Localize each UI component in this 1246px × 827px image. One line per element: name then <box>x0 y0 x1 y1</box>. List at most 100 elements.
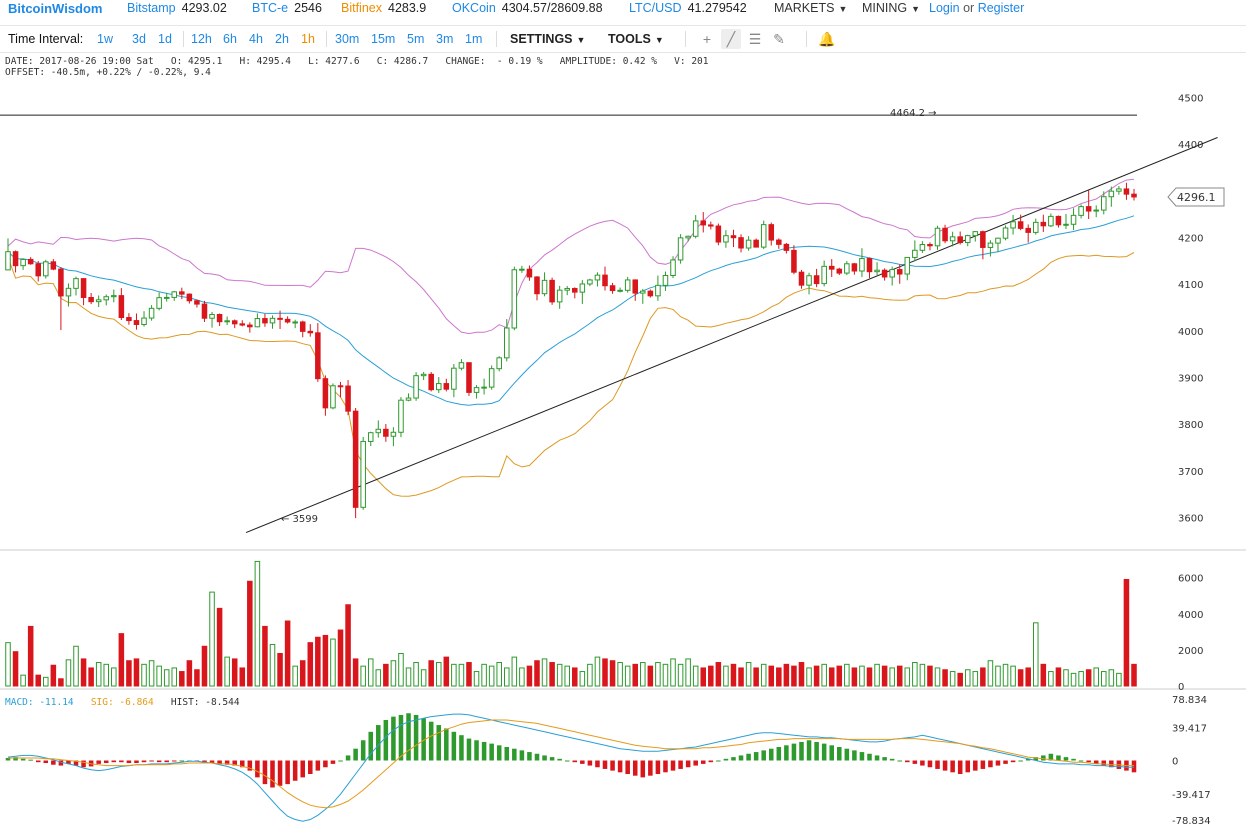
exchange-bitfinex[interactable]: Bitfinex 4283.9 <box>341 1 426 15</box>
volume-bar <box>776 667 782 687</box>
macd-histogram-bar <box>572 760 578 763</box>
macd-histogram-bar <box>5 757 11 761</box>
interval-1w[interactable]: 1w <box>97 32 113 46</box>
horizontal-lines-icon[interactable]: ☰ <box>748 31 762 47</box>
settings-dropdown[interactable]: SETTINGS ▼ <box>510 32 585 46</box>
volume-bar <box>35 674 41 687</box>
candle-body <box>972 231 979 237</box>
candle-body <box>874 269 880 273</box>
volume-bar <box>12 651 19 687</box>
macd-histogram-bar <box>549 757 555 761</box>
interval-2h[interactable]: 2h <box>275 32 289 46</box>
candle-body <box>398 399 404 433</box>
candle-body <box>889 269 895 278</box>
volume-bar <box>262 625 268 687</box>
macd-histogram-bar <box>285 760 290 785</box>
volume-bar <box>383 663 389 687</box>
interval-3m[interactable]: 3m <box>436 32 454 46</box>
candle-body <box>330 385 336 409</box>
interval-1m[interactable]: 1m <box>465 32 483 46</box>
register-link[interactable]: Register <box>977 1 1025 15</box>
brand-logo[interactable]: BitcoinWisdom <box>8 1 103 16</box>
exchange-name[interactable]: BTC-e <box>252 1 289 15</box>
exchange-name[interactable]: OKCoin <box>452 1 496 15</box>
interval-6h[interactable]: 6h <box>223 32 237 46</box>
candle-body <box>231 320 238 325</box>
exchange-name[interactable]: Bitstamp <box>127 1 176 15</box>
pen-icon[interactable]: ✎ <box>773 31 785 47</box>
candle-body <box>813 275 820 285</box>
candle-body <box>315 332 321 380</box>
mining-menu[interactable]: MINING ▼ <box>862 1 920 15</box>
macd-histogram-bar <box>413 714 419 761</box>
macd-histogram-bar <box>436 725 442 761</box>
interval-1h[interactable]: 1h <box>301 32 315 46</box>
volume-bar <box>50 664 57 687</box>
tools-dropdown[interactable]: TOOLS ▼ <box>608 32 664 46</box>
macd-histogram-bar <box>542 755 547 761</box>
bollinger-upper-line <box>7 178 1135 335</box>
current-price-label: 4296.1 <box>1177 191 1216 204</box>
exchange-name[interactable]: Bitfinex <box>341 1 382 15</box>
crosshair-icon[interactable]: + <box>702 31 712 47</box>
exchange-btc-e[interactable]: BTC-e 2546 <box>252 1 322 15</box>
price-axis-tick: 3700 <box>1178 467 1203 478</box>
interval-12h[interactable]: 12h <box>191 32 212 46</box>
signal-value: SIG: -6.864 <box>90 697 154 708</box>
exchange-ltc-usd[interactable]: LTC/USD 41.279542 <box>629 1 747 15</box>
candle-body <box>851 263 858 272</box>
interval-15m[interactable]: 15m <box>371 32 396 46</box>
candle-body <box>201 303 208 319</box>
candle-body <box>828 265 835 270</box>
macd-histogram-bar <box>171 760 177 762</box>
candle-body <box>481 386 487 389</box>
volume-bar <box>602 658 608 687</box>
candle-body <box>186 293 193 302</box>
exchange-okcoin[interactable]: OKCoin 4304.57/28609.88 <box>452 1 603 15</box>
candle-body <box>209 314 215 319</box>
markets-menu[interactable]: MARKETS ▼ <box>774 1 847 15</box>
bollinger-middle-line <box>7 215 1135 406</box>
exchange-name[interactable]: LTC/USD <box>629 1 682 15</box>
volume-bar <box>980 667 986 687</box>
candle-body <box>556 289 563 303</box>
candle-body <box>43 261 49 277</box>
candle-body <box>247 324 253 328</box>
volume-bar <box>201 645 208 687</box>
macd-histogram-bar <box>88 760 94 767</box>
macd-histogram-bar <box>1025 758 1031 761</box>
candle-body <box>299 321 306 332</box>
macd-histogram-bar <box>602 760 608 769</box>
macd-histogram-bar <box>995 760 1001 766</box>
exchange-price: 4293.02 <box>181 1 227 15</box>
interval-30m[interactable]: 30m <box>335 32 360 46</box>
candle-body <box>118 295 125 319</box>
volume-bar <box>322 634 329 687</box>
candle-body <box>534 276 540 295</box>
top-bar: BitcoinWisdom Bitstamp 4293.02 BTC-e 2546 … <box>0 0 1246 20</box>
volume-bar <box>1032 622 1039 687</box>
price-axis-tick: 3800 <box>1178 420 1203 431</box>
macd-histogram-bar <box>1116 760 1122 769</box>
macd-histogram-bar <box>232 760 237 766</box>
macd-histogram-bar <box>489 743 494 761</box>
macd-histogram-bar <box>1010 760 1016 763</box>
toolbar-divider <box>496 31 497 47</box>
login-link[interactable]: Login <box>929 1 960 15</box>
volume-bar <box>179 671 185 687</box>
interval-1d[interactable]: 1d <box>158 32 172 46</box>
macd-histogram-bar <box>957 760 963 774</box>
candle-body <box>927 243 933 247</box>
trendline-icon[interactable]: ╱ <box>721 29 741 49</box>
interval-3d[interactable]: 3d <box>132 32 146 46</box>
macd-histogram-bar <box>912 760 918 764</box>
interval-5m[interactable]: 5m <box>407 32 425 46</box>
interval-4h[interactable]: 4h <box>249 32 263 46</box>
volume-bar <box>254 560 261 687</box>
macd-histogram-bar <box>474 740 479 761</box>
macd-histogram-bar <box>277 760 283 786</box>
exchange-bitstamp[interactable]: Bitstamp 4293.02 <box>127 1 227 15</box>
or-text: or <box>963 1 975 15</box>
volume-bar <box>1040 663 1047 687</box>
alert-bell-icon[interactable]: 🔔 <box>818 31 836 47</box>
